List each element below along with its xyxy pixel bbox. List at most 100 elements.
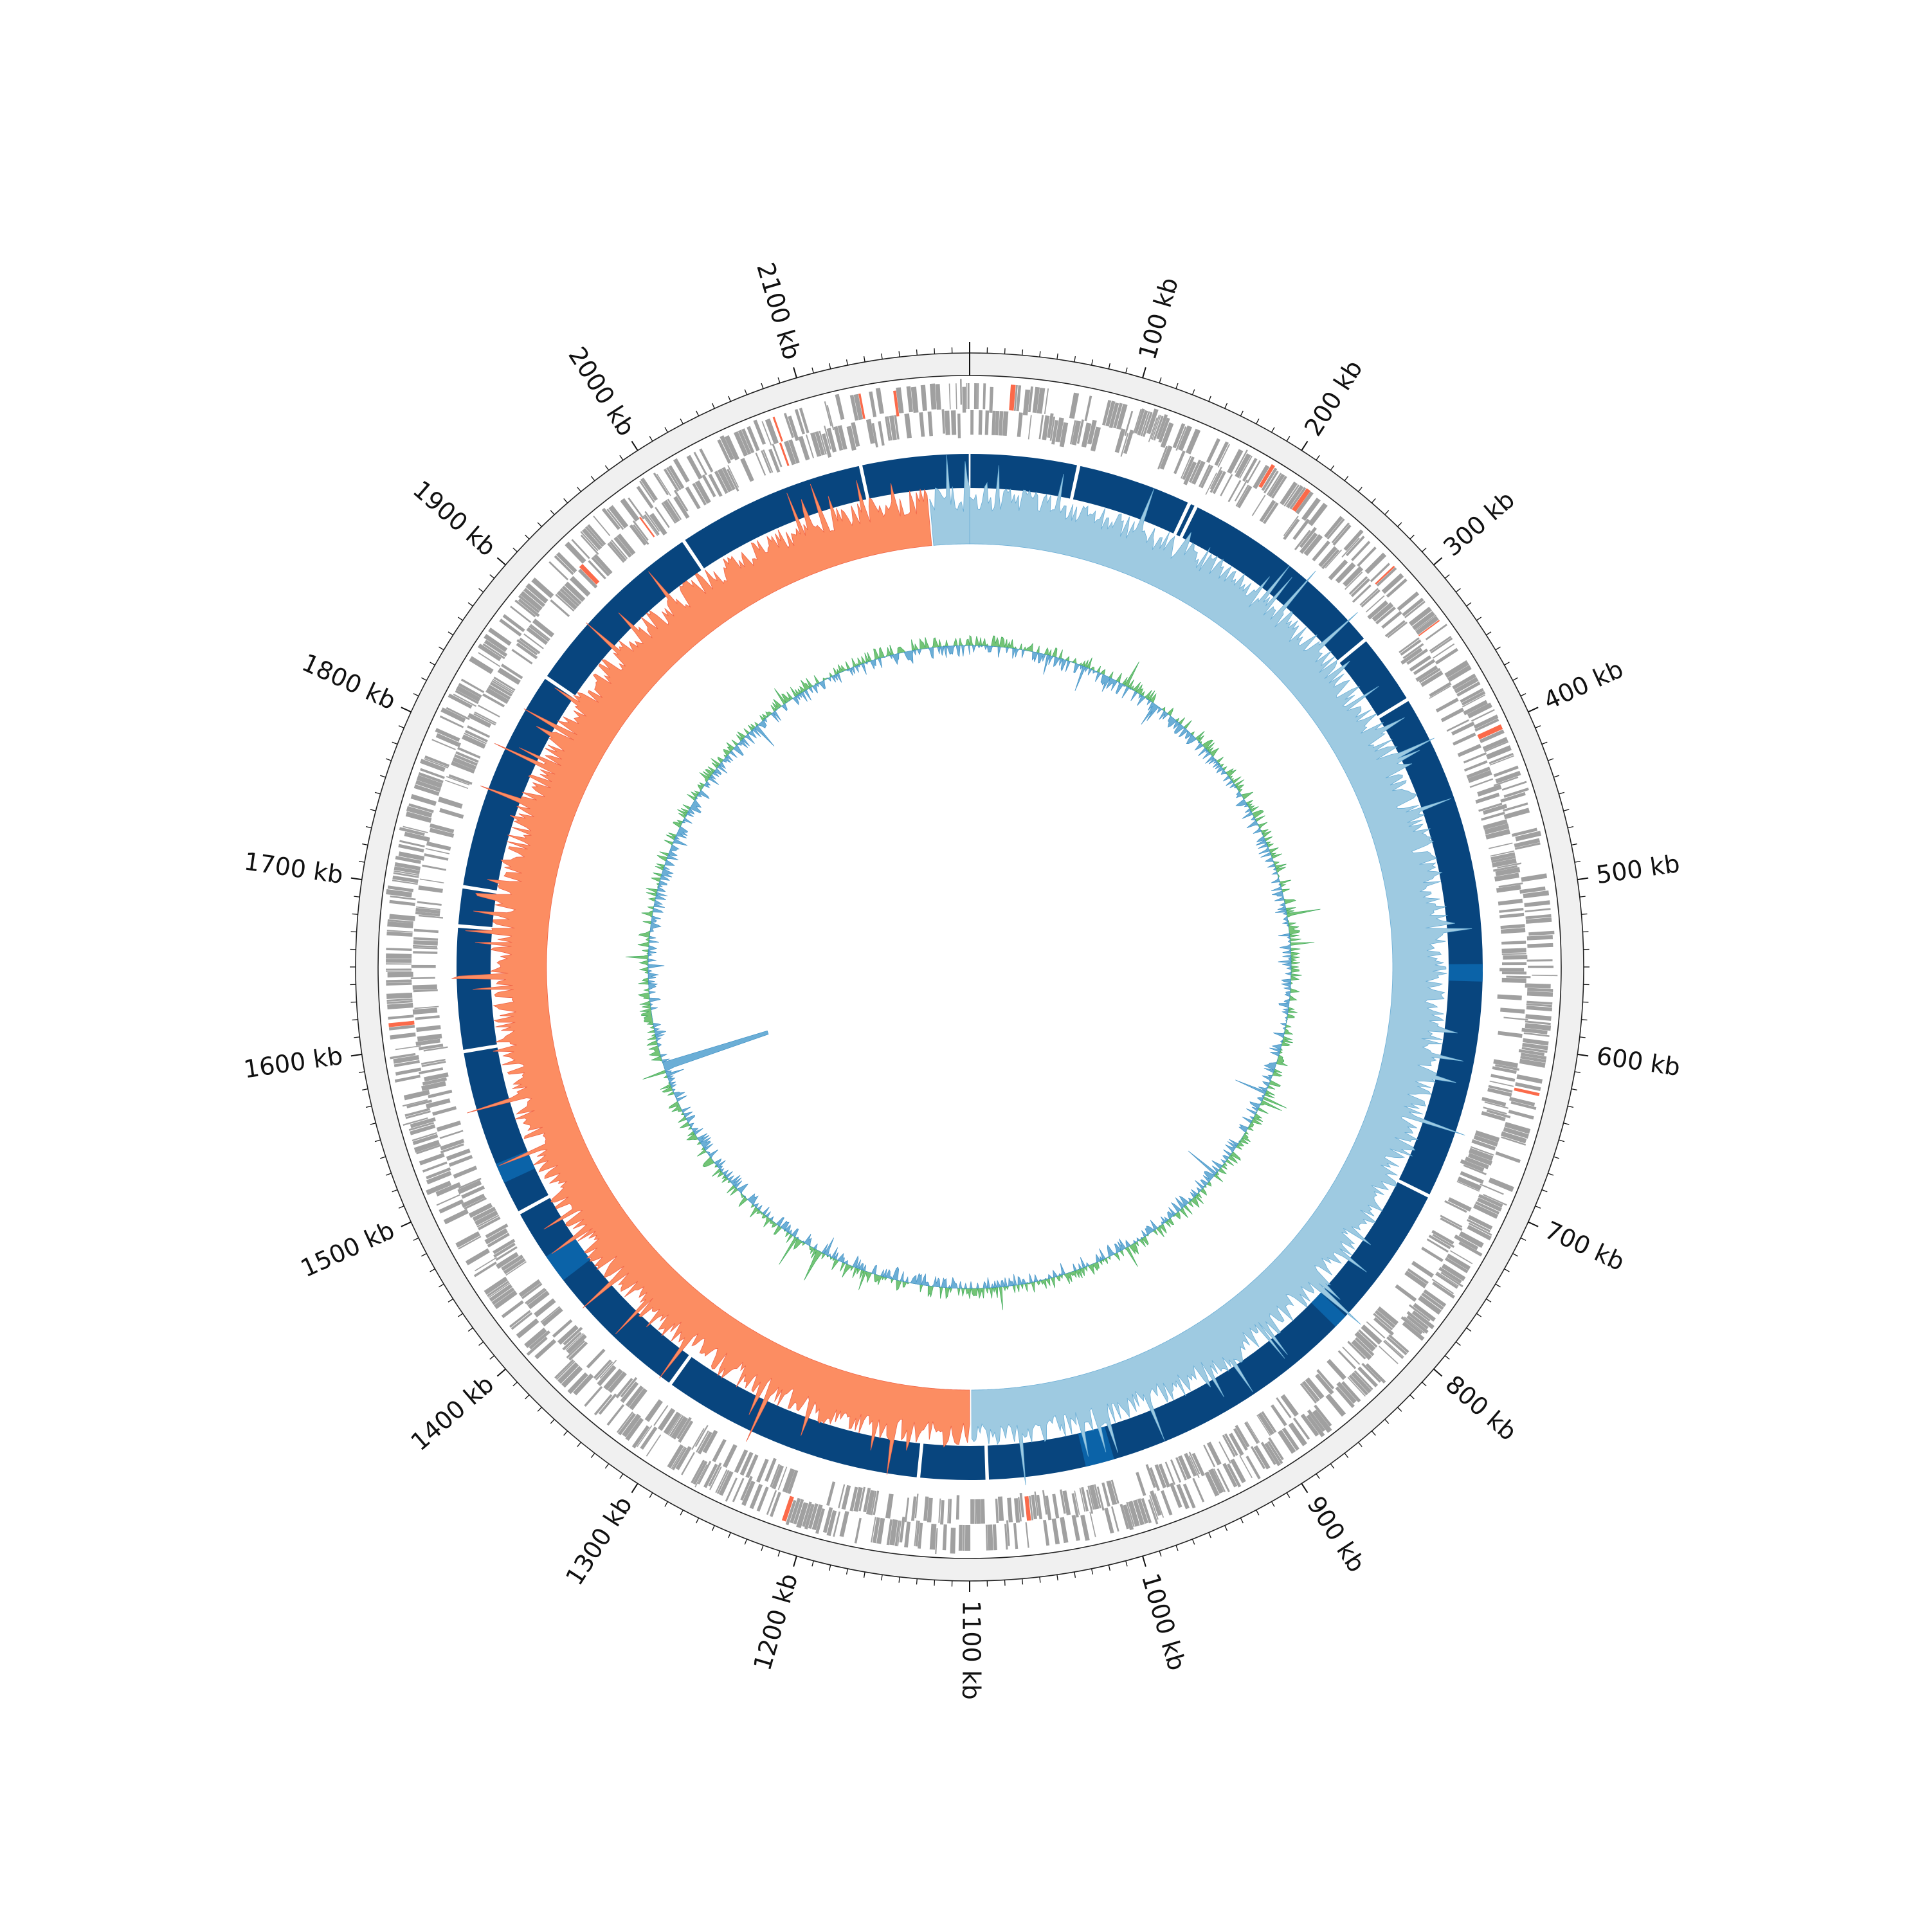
gene-feature [835,394,845,420]
gene-feature [1502,971,1526,975]
gene-feature [957,413,961,438]
gene-feature [593,554,613,575]
minor-tick [538,1407,541,1411]
minor-tick [729,396,731,401]
gene-feature [584,1386,602,1407]
major-tick [1143,367,1146,377]
minor-tick [1553,775,1559,777]
gene-feature [974,1499,976,1524]
gc-content-track [626,636,1320,1310]
gene-feature [645,1399,663,1422]
major-tick [1577,878,1588,880]
minor-tick [359,862,365,863]
gene-feature [977,383,979,409]
major-tick [1434,557,1442,564]
minor-tick [1287,436,1290,441]
minor-tick [1575,862,1580,863]
gene-feature [411,794,437,806]
minor-tick [538,523,541,527]
minor-tick [351,1002,357,1003]
major-tick [497,557,505,564]
minor-tick [1126,368,1127,374]
gene-feature [1508,1110,1534,1119]
minor-tick [864,356,865,362]
gene-feature [905,1497,909,1522]
minor-tick [375,1140,381,1142]
minor-tick [1287,1493,1290,1498]
minor-tick [1176,383,1178,388]
position-label: 1400 kb [405,1370,499,1457]
gene-feature [1281,1395,1299,1417]
gene-feature [439,808,464,819]
minor-tick [1564,809,1570,811]
major-tick [351,1054,362,1056]
gene-feature [1161,1490,1172,1515]
ideogram-band [367,365,1573,1570]
gene-feature [386,982,412,986]
gene-feature [466,1249,490,1266]
minor-tick [1159,1551,1161,1557]
gc-content-below-mean [648,646,1291,1288]
minor-tick [1398,523,1402,527]
minor-tick [1074,356,1076,362]
gene-feature [1379,1346,1399,1364]
minor-tick [696,1518,699,1523]
gene-feature [1458,744,1481,757]
minor-tick [1240,411,1243,416]
minor-tick [1092,1569,1093,1575]
minor-tick [591,1453,594,1458]
gc-content-above-mean [626,636,1320,1310]
gene-feature [1338,1350,1357,1369]
minor-tick [1505,662,1510,665]
minor-tick [1359,1442,1363,1447]
gene-feature [904,1522,910,1548]
gene-feature [998,1496,1004,1521]
gene-feature [712,1439,726,1462]
gene-feature [1440,1215,1462,1228]
gene-feature [1028,415,1032,440]
minor-tick [490,575,494,579]
minor-tick [812,368,813,374]
gene-feature [386,953,412,959]
gene-feature [594,1395,612,1416]
gene-feature [653,473,669,495]
minor-tick [1581,914,1587,915]
minor-tick [1057,1575,1058,1580]
minor-tick [479,1342,484,1345]
gene-feature [940,1500,945,1524]
minor-tick [1476,617,1481,620]
gene-feature [1043,1520,1049,1546]
gene-feature [439,1199,464,1213]
gene-feature [453,1166,477,1178]
minor-tick [934,1580,935,1585]
gene-feature [1237,485,1253,508]
minor-tick [1486,632,1491,635]
gene-feature [1052,1519,1060,1545]
minor-tick [620,1474,623,1478]
gene-feature [1044,388,1049,414]
minor-tick [354,1037,359,1038]
minor-tick [479,588,484,591]
gene-feature [966,383,968,409]
gene-feature [1252,495,1266,516]
gene-feature [1084,395,1092,421]
gene-feature [1433,644,1454,659]
gene-feature [1502,953,1526,955]
gene-feature [1069,393,1079,419]
minor-tick [1272,428,1274,433]
minor-tick [1109,1565,1110,1571]
gene-feature [945,411,950,435]
gene-feature [1429,636,1452,652]
position-label: 1800 kb [298,648,400,715]
minor-tick [1521,1238,1526,1240]
gene-feature [395,1075,421,1083]
minor-tick [680,419,683,424]
minor-tick [1192,390,1194,395]
gene-feature [1336,563,1356,584]
gene-feature [1498,899,1523,906]
gene-feature [1500,1007,1525,1013]
minor-tick [1505,1269,1510,1272]
gene-feature [765,419,779,444]
minor-tick [513,1382,518,1386]
